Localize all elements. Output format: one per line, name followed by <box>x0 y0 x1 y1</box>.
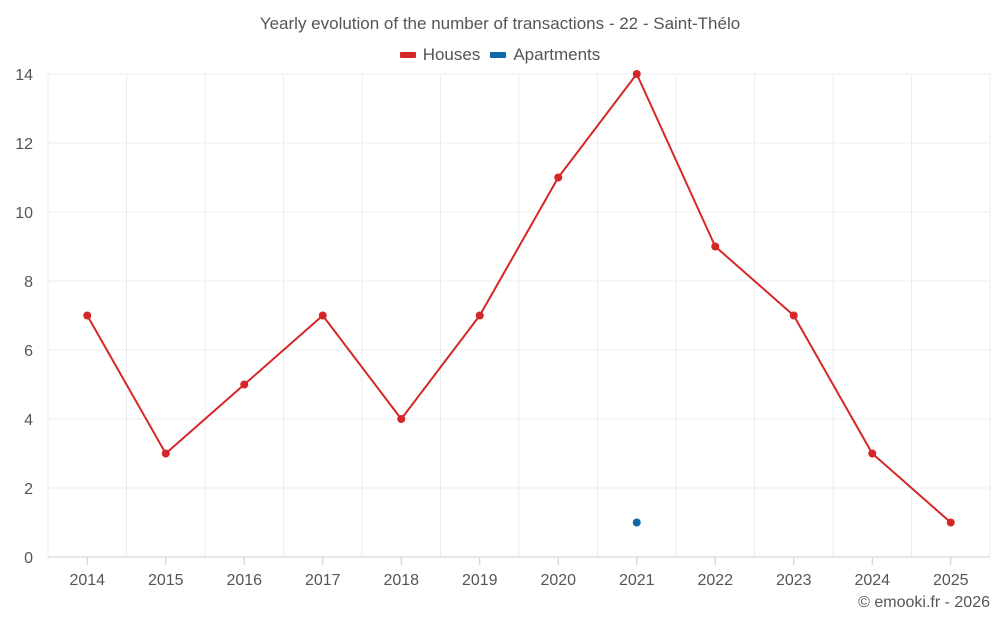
data-point-houses <box>711 242 720 251</box>
y-tick-label: 8 <box>24 274 33 291</box>
legend-item-apartments[interactable]: Apartments <box>490 45 600 65</box>
legend: Houses Apartments <box>0 45 1000 65</box>
legend-label-houses: Houses <box>422 45 481 64</box>
x-tick-label: 2025 <box>933 572 969 589</box>
legend-swatch-houses <box>399 52 416 58</box>
data-point-apartments <box>632 518 641 527</box>
x-tick-label: 2024 <box>854 572 890 589</box>
x-tick-label: 2018 <box>383 572 419 589</box>
y-tick-label: 10 <box>15 205 33 222</box>
x-tick-label: 2023 <box>776 572 812 589</box>
x-tick-label: 2017 <box>305 572 341 589</box>
data-point-houses <box>475 311 484 320</box>
legend-label-apartments: Apartments <box>513 45 601 64</box>
series-line-houses <box>86 73 952 524</box>
x-tick-label: 2015 <box>148 572 184 589</box>
x-tick-label: 2014 <box>69 572 105 589</box>
legend-swatch-apartments <box>490 52 507 58</box>
data-point-houses <box>946 518 955 527</box>
x-tick-label: 2016 <box>226 572 262 589</box>
x-tick-label: 2021 <box>619 572 655 589</box>
data-point-houses <box>318 311 327 320</box>
y-tick-label: 4 <box>24 412 33 429</box>
data-point-houses <box>789 311 798 320</box>
data-point-houses <box>554 173 563 182</box>
credit-text: © emooki.fr - 2026 <box>858 594 990 611</box>
data-point-houses <box>632 70 641 78</box>
data-point-houses <box>868 449 877 458</box>
data-point-houses <box>240 380 249 389</box>
x-tick-label: 2022 <box>697 572 733 589</box>
data-point-houses <box>397 415 406 423</box>
y-tick-label: 12 <box>15 136 33 153</box>
x-tick-label: 2020 <box>540 572 576 589</box>
chart-title: Yearly evolution of the number of transa… <box>259 14 741 33</box>
legend-item-houses[interactable]: Houses <box>399 45 481 65</box>
y-tick-label: 0 <box>24 550 33 567</box>
data-point-houses <box>161 449 170 458</box>
data-point-houses <box>83 311 92 320</box>
y-tick-label: 14 <box>15 67 33 84</box>
y-tick-label: 6 <box>24 343 33 360</box>
y-tick-label: 2 <box>24 481 33 498</box>
x-tick-label: 2019 <box>462 572 498 589</box>
